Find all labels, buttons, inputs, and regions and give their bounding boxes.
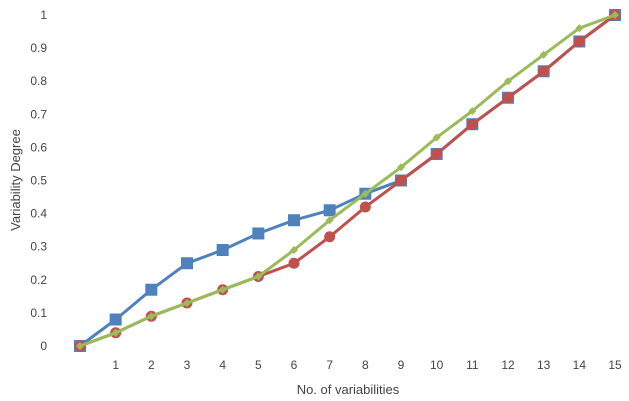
- data-point: [538, 65, 550, 77]
- series-layer: [74, 9, 621, 352]
- x-tick-label: 6: [291, 358, 298, 372]
- data-point: [324, 231, 336, 243]
- data-point: [183, 298, 191, 307]
- x-tick-label: 11: [466, 358, 479, 372]
- data-point: [288, 214, 300, 227]
- data-point: [539, 50, 548, 59]
- series-1: [74, 9, 621, 352]
- data-point: [395, 175, 407, 186]
- data-point: [252, 227, 265, 240]
- series-line: [78, 13, 617, 348]
- y-tick-label: 0.6: [30, 140, 47, 154]
- data-point: [359, 201, 371, 213]
- x-tick-label: 14: [573, 358, 587, 372]
- data-point: [145, 283, 158, 296]
- x-tick-label: 4: [219, 358, 226, 372]
- data-point: [323, 204, 336, 217]
- y-tick-label: 0.4: [30, 207, 47, 221]
- x-tick-labels: 1 2 3 4 5 6 7 8 9 10 11 12 13 14 15: [112, 358, 622, 372]
- y-tick-label: 0.9: [30, 41, 47, 55]
- data-point: [290, 246, 298, 255]
- y-tick-label: 0.1: [30, 306, 47, 320]
- data-point: [218, 285, 227, 294]
- data-point: [466, 118, 478, 130]
- y-tick-label: 0: [40, 339, 47, 353]
- y-axis-title: Variability Degree: [8, 129, 23, 231]
- x-tick-label: 7: [326, 358, 333, 372]
- data-point: [611, 11, 619, 19]
- data-point: [181, 257, 193, 270]
- data-point: [502, 92, 514, 104]
- x-tick-label: 2: [148, 358, 155, 372]
- x-tick-label: 8: [362, 358, 369, 372]
- data-point: [504, 77, 512, 86]
- series-3: [76, 11, 619, 350]
- y-tick-labels: 0 0.1 0.2 0.3 0.4 0.5 0.6 0.7 0.8 0.9 1: [30, 8, 47, 353]
- x-tick-label: 9: [398, 358, 405, 372]
- y-tick-label: 0.2: [30, 273, 47, 287]
- data-point: [288, 257, 300, 269]
- data-point: [147, 312, 156, 321]
- x-tick-label: 15: [608, 358, 622, 372]
- data-point: [76, 342, 84, 350]
- y-tick-label: 0.3: [30, 240, 47, 254]
- x-tick-label: 5: [255, 358, 262, 372]
- y-tick-label: 0.5: [30, 174, 47, 188]
- y-tick-label: 0.7: [30, 107, 47, 121]
- data-point: [254, 272, 263, 281]
- data-point: [573, 35, 585, 47]
- x-tick-label: 10: [430, 358, 444, 372]
- data-point: [216, 244, 229, 257]
- data-point: [111, 328, 120, 337]
- series-line: [78, 13, 617, 348]
- data-point: [325, 216, 334, 225]
- series-2: [74, 9, 621, 352]
- x-tick-label: 12: [501, 358, 515, 372]
- x-axis-title: No. of variabilities: [297, 382, 400, 397]
- data-point: [432, 133, 441, 142]
- data-point: [575, 24, 584, 33]
- x-tick-label: 3: [184, 358, 191, 372]
- y-tick-label: 0.8: [30, 74, 47, 88]
- data-point: [397, 163, 405, 172]
- y-tick-label: 1: [40, 8, 47, 22]
- x-tick-label: 1: [112, 358, 119, 372]
- series-line: [78, 13, 617, 348]
- data-point: [109, 313, 122, 326]
- x-tick-label: 13: [537, 358, 551, 372]
- data-point: [431, 148, 443, 160]
- data-point: [468, 106, 477, 115]
- data-point: [361, 189, 370, 198]
